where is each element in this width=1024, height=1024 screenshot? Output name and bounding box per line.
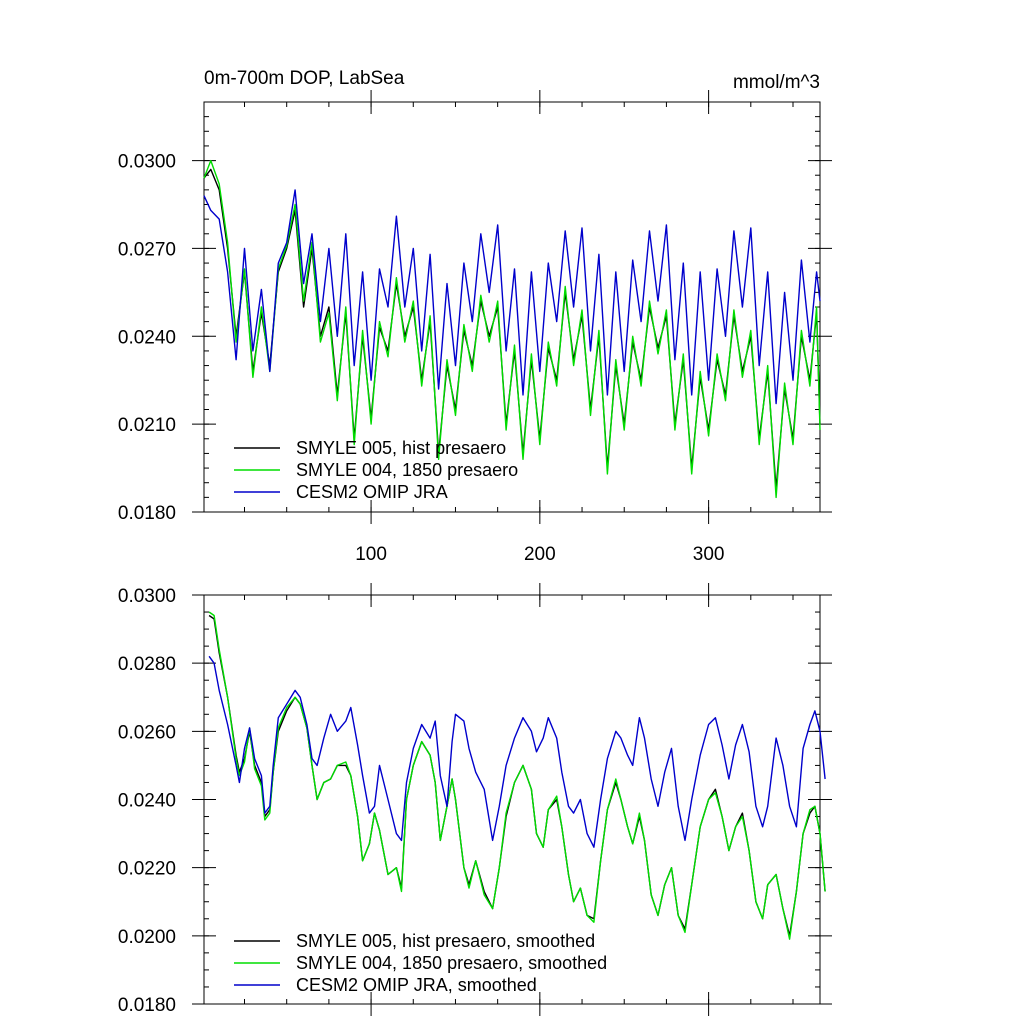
x-tick-label: 300: [693, 544, 725, 565]
series-line-2: [203, 159, 821, 499]
series-line-1: [208, 614, 826, 937]
y-tick-label: 0.0270: [118, 239, 176, 260]
legend: SMYLE 005, hist presaero, smoothedSMYLE …: [234, 931, 607, 995]
series-line-3: [203, 189, 821, 405]
y-tick-label: 0.0200: [118, 927, 176, 948]
y-tick-label: 0.0180: [118, 995, 176, 1016]
y-tick-label: 0.0220: [118, 859, 176, 880]
legend-label: CESM2 OMIP JRA: [296, 482, 448, 502]
units-label: mmol/m^3: [733, 72, 820, 93]
chart-panel-2: 0.0180 0.0200 0.0220 0.0240 0.0260 0.0280 0.03…: [118, 583, 832, 1016]
series-line-2: [208, 611, 826, 940]
y-tick-label: 0.0240: [118, 327, 176, 348]
chart-title: 0m-700m DOP, LabSea: [204, 68, 405, 89]
legend-label: SMYLE 005, hist presaero, smoothed: [296, 931, 595, 951]
y-tick-label: 0.0180: [118, 503, 176, 524]
y-tick-label: 0.0300: [118, 152, 176, 173]
chart-panel-1: 0.0180 0.0210 0.0240 0.0270 0.0300 100 200 300 0…: [118, 68, 832, 565]
legend-label: SMYLE 005, hist presaero: [296, 438, 506, 458]
x-tick-label: 100: [355, 544, 387, 565]
x-tick-label: 200: [524, 544, 556, 565]
legend-label: CESM2 OMIP JRA, smoothed: [296, 975, 537, 995]
y-tick-label: 0.0260: [118, 722, 176, 743]
y-tick-label: 0.0240: [118, 791, 176, 812]
series-line-3: [208, 655, 826, 848]
legend-label: SMYLE 004, 1850 presaero: [296, 460, 518, 480]
y-tick-label: 0.0280: [118, 654, 176, 675]
y-tick-label: 0.0210: [118, 415, 176, 436]
legend-label: SMYLE 004, 1850 presaero, smoothed: [296, 953, 607, 973]
y-tick-label: 0.0300: [118, 586, 176, 607]
